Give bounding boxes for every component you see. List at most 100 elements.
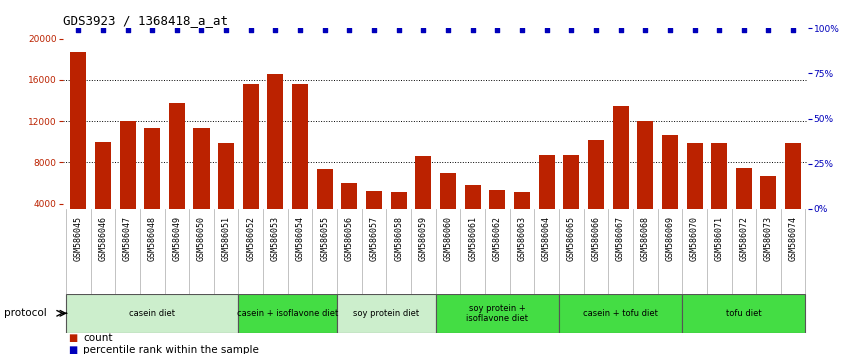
Bar [464,185,481,245]
Bar [366,191,382,245]
Text: GSM586068: GSM586068 [640,216,650,261]
Bar [711,143,728,245]
Bar [785,143,801,245]
Bar [316,169,332,245]
Bar [144,129,160,245]
Point [318,27,332,33]
Point [96,27,110,33]
Text: GSM586072: GSM586072 [739,216,749,261]
Point [416,27,430,33]
Text: GSM586063: GSM586063 [518,216,526,261]
Bar [662,135,678,245]
Bar [539,155,555,245]
Text: GSM586067: GSM586067 [616,216,625,261]
Bar [292,84,308,245]
Point [466,27,480,33]
Text: casein diet: casein diet [129,309,175,318]
Text: percentile rank within the sample: percentile rank within the sample [83,346,259,354]
Text: GSM586066: GSM586066 [591,216,601,261]
Text: GSM586055: GSM586055 [321,216,329,261]
Text: count: count [83,333,113,343]
Point [688,27,701,33]
Point [614,27,628,33]
Text: GSM586074: GSM586074 [788,216,798,261]
Bar [391,192,407,245]
Bar [686,143,702,245]
Text: ■: ■ [68,346,77,354]
Bar [682,294,805,333]
Bar [761,176,777,245]
Text: GSM586065: GSM586065 [567,216,576,261]
Bar [613,106,629,245]
Text: casein + isoflavone diet: casein + isoflavone diet [237,309,338,318]
Point [269,27,283,33]
Text: GSM586071: GSM586071 [715,216,723,261]
Point [787,27,800,33]
Text: GSM586051: GSM586051 [222,216,231,261]
Bar [239,294,337,333]
Point [515,27,529,33]
Point [663,27,677,33]
Point [639,27,652,33]
Text: GSM586052: GSM586052 [246,216,255,261]
Bar [440,173,456,245]
Text: GSM586070: GSM586070 [690,216,699,261]
Bar [66,294,239,333]
Text: tofu diet: tofu diet [726,309,761,318]
Bar [243,84,259,245]
Bar [342,183,357,245]
Point [294,27,307,33]
Bar [95,142,111,245]
Bar [563,155,580,245]
Bar [337,294,436,333]
Point [491,27,504,33]
Text: soy protein diet: soy protein diet [354,309,420,318]
Bar [559,294,682,333]
Text: GSM586049: GSM586049 [173,216,181,261]
Text: GSM586060: GSM586060 [443,216,453,261]
Bar [218,143,234,245]
Text: GDS3923 / 1368418_a_at: GDS3923 / 1368418_a_at [63,14,228,27]
Bar [169,103,185,245]
Point [195,27,208,33]
Text: GSM586053: GSM586053 [271,216,280,261]
Point [737,27,750,33]
Point [146,27,159,33]
Point [343,27,356,33]
Text: soy protein +
isoflavone diet: soy protein + isoflavone diet [466,304,528,323]
Text: GSM586061: GSM586061 [468,216,477,261]
Bar [514,192,530,245]
Point [219,27,233,33]
Point [540,27,553,33]
Text: GSM586057: GSM586057 [370,216,378,261]
Point [761,27,775,33]
Text: protocol: protocol [4,308,47,318]
Point [392,27,405,33]
Bar [489,190,505,245]
Point [589,27,602,33]
Bar [119,121,135,245]
Bar [736,167,752,245]
Bar [637,121,653,245]
Text: ■: ■ [68,333,77,343]
Text: GSM586054: GSM586054 [295,216,305,261]
Bar [70,52,86,245]
Point [121,27,135,33]
Bar [588,140,604,245]
Point [244,27,257,33]
Text: GSM586045: GSM586045 [74,216,83,261]
Text: GSM586062: GSM586062 [493,216,502,261]
Text: GSM586059: GSM586059 [419,216,428,261]
Point [712,27,726,33]
Point [71,27,85,33]
Text: GSM586048: GSM586048 [148,216,157,261]
Text: GSM586069: GSM586069 [666,216,674,261]
Point [367,27,381,33]
Text: GSM586050: GSM586050 [197,216,206,261]
Text: casein + tofu diet: casein + tofu diet [583,309,658,318]
Text: GSM586064: GSM586064 [542,216,551,261]
Text: GSM586046: GSM586046 [98,216,107,261]
Text: GSM586073: GSM586073 [764,216,773,261]
Bar [267,74,283,245]
Text: GSM586056: GSM586056 [345,216,354,261]
